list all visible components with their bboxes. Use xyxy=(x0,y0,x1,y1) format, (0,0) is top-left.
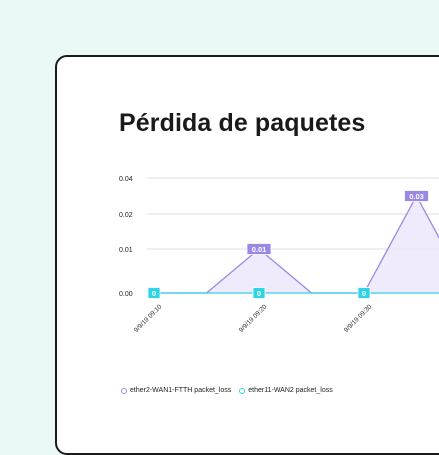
legend-swatch-wan1 xyxy=(121,387,127,394)
legend-item-wan2[interactable]: ether11-WAN2 packet_loss xyxy=(239,387,333,394)
y-tick-label: 0.00 xyxy=(119,291,133,298)
legend-label-wan1: ether2-WAN1-FTTH packet_loss xyxy=(130,387,232,394)
chart-legend: ether2-WAN1-FTTH packet_loss ether11-WAN… xyxy=(121,387,333,394)
data-label-box xyxy=(246,243,272,255)
x-tick-label: 9/9/19 09:20 xyxy=(238,303,269,334)
data-label: 0 xyxy=(362,289,366,298)
chart-card: Pérdida de paquetes 0.00 0.01 0.02 0.04 0.01… xyxy=(55,55,439,455)
data-label-box xyxy=(252,287,266,299)
data-label: 0 xyxy=(152,289,156,298)
data-label-box xyxy=(357,287,371,299)
data-label: 0.03 xyxy=(409,192,424,201)
y-tick-label: 0.02 xyxy=(119,212,133,219)
y-tick-label: 0.01 xyxy=(119,247,133,254)
x-tick-label: 9/9/19 09:10 xyxy=(133,303,164,334)
series-line-0 xyxy=(154,194,439,294)
data-label-box xyxy=(404,190,429,202)
legend-swatch-wan2 xyxy=(239,387,246,394)
chart-title: Pérdida de paquetes xyxy=(119,109,366,137)
data-label: 0 xyxy=(257,289,261,298)
data-label-box xyxy=(147,287,161,299)
legend-label-wan2: ether11-WAN2 packet_loss xyxy=(248,387,333,394)
data-label: 0.01 xyxy=(252,245,267,254)
series-line-1 xyxy=(154,292,439,294)
legend-item-wan1[interactable]: ether2-WAN1-FTTH packet_loss xyxy=(121,387,231,394)
series-area-0 xyxy=(154,196,439,293)
packet-loss-chart: 0.000.010.020.040.010.030000000.039/9/19… xyxy=(119,176,439,334)
y-tick-label: 0.04 xyxy=(119,176,133,183)
x-tick-label: 9/9/19 09:30 xyxy=(343,303,374,334)
